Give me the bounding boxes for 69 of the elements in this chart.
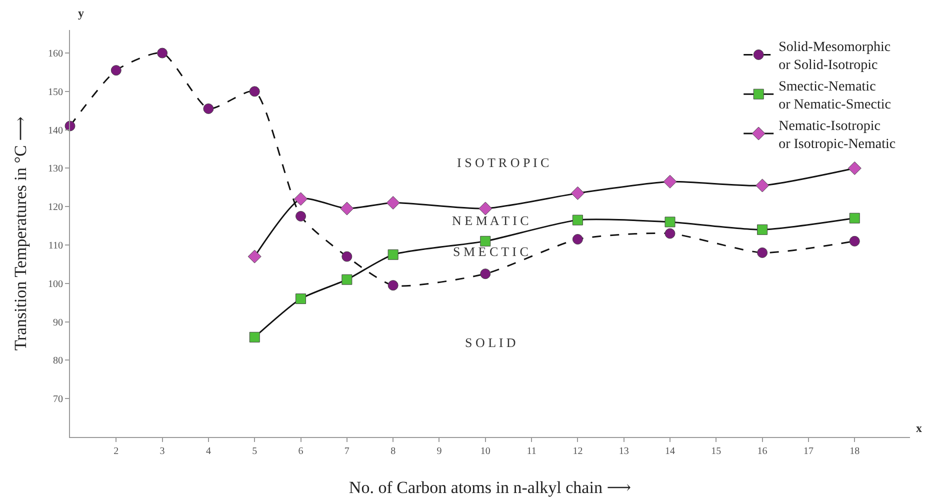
x-tick-label: 8 — [390, 446, 396, 457]
point — [249, 86, 260, 97]
point — [480, 268, 491, 280]
point — [664, 216, 676, 228]
text: x — [916, 421, 922, 435]
legend-label: Smectic-Nematic or Nematic-Smectic — [778, 79, 891, 113]
x-tick-label: 12 — [572, 446, 583, 457]
point — [849, 212, 860, 224]
point — [388, 249, 398, 260]
x-tick-label: 5 — [252, 446, 258, 457]
legend-label: Nematic-Isotropic or Isotropic-Nematic — [778, 118, 896, 152]
point — [296, 294, 306, 304]
y-tick-label: 120 — [48, 202, 63, 214]
y-axis-title: Transition Temperatures in °C ⟶ — [11, 116, 30, 350]
x-tick-label: 6 — [298, 446, 304, 457]
point — [849, 236, 860, 246]
x-tick-label: 15 — [711, 446, 722, 457]
annotation: N E M A T I C — [452, 213, 529, 228]
point — [248, 250, 262, 264]
point — [757, 224, 768, 235]
x-axis-title: No. of Carbon atoms in n-alkyl chain ⟶ — [348, 478, 632, 497]
point — [480, 236, 491, 246]
point — [340, 202, 354, 216]
y-tick-label: 90 — [53, 317, 63, 328]
x-tick-label: 16 — [757, 446, 768, 457]
text: y — [78, 6, 84, 20]
y-tick-label: 160 — [48, 48, 63, 60]
point — [342, 274, 352, 285]
x-tick-label: 13 — [618, 446, 629, 457]
point — [757, 247, 768, 258]
point — [570, 186, 584, 200]
annotation: S O L I D — [465, 335, 516, 350]
point — [756, 178, 770, 192]
y-tick-label: 80 — [53, 356, 63, 367]
x-tick-label: 7 — [344, 446, 350, 457]
y-tick-label: 140 — [48, 125, 63, 136]
point — [249, 332, 260, 342]
annotation: I S O T R O P I C — [457, 155, 550, 170]
x-tick-label: 4 — [206, 446, 211, 457]
point — [386, 196, 400, 210]
point — [848, 161, 862, 175]
x-tick-label: 14 — [665, 446, 675, 457]
point — [110, 65, 122, 76]
point — [294, 192, 308, 206]
point — [203, 103, 214, 114]
y-tick-label: 130 — [48, 164, 63, 175]
y-tick-label: 110 — [48, 240, 63, 252]
point — [388, 280, 398, 291]
y-tick-label: 70 — [53, 394, 63, 406]
x-tick-label: 17 — [803, 446, 814, 457]
legend-label: Solid-Mesomorphic or Solid-Isotropic — [778, 40, 891, 74]
point — [342, 251, 352, 262]
point — [664, 228, 676, 239]
x-tick-label: 9 — [436, 446, 442, 457]
point — [572, 214, 583, 226]
point — [157, 48, 168, 58]
annotation: S M E C T I C — [453, 244, 528, 259]
point — [64, 120, 76, 132]
x-tick-label: 3 — [160, 446, 165, 457]
x-tick-label: 11 — [526, 446, 536, 457]
y-tick-label: 150 — [48, 86, 63, 98]
point — [572, 234, 583, 245]
point — [478, 202, 492, 216]
point — [663, 174, 677, 188]
x-tick-label: 10 — [480, 446, 490, 457]
x-tick-label: 2 — [114, 446, 119, 457]
x-tick-label: 18 — [850, 446, 860, 457]
point — [296, 210, 306, 222]
y-tick-label: 100 — [48, 278, 63, 290]
